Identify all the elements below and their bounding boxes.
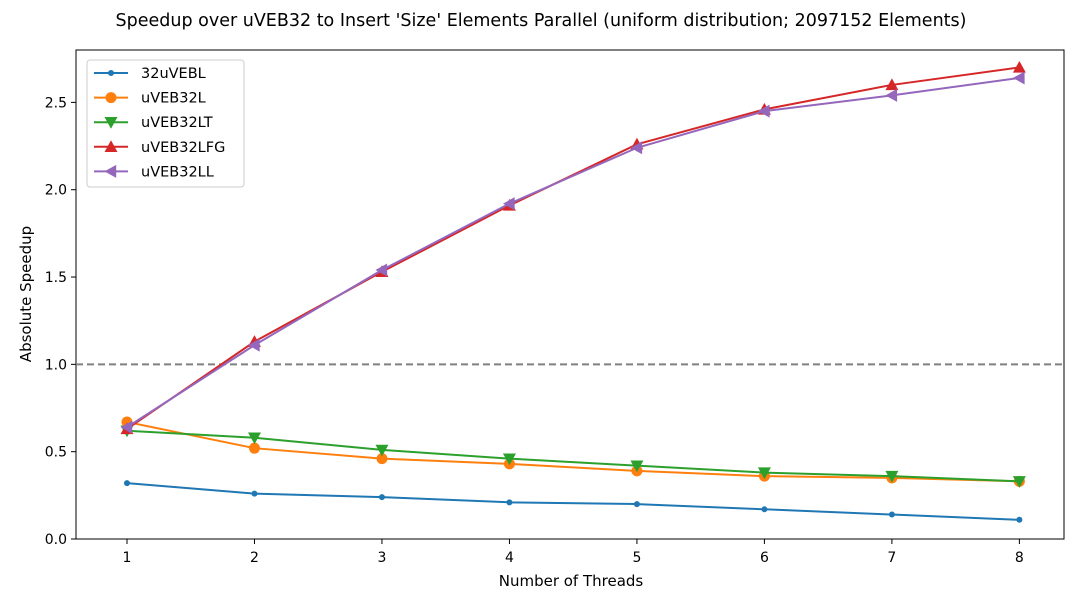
data-point xyxy=(1016,516,1023,523)
series-uVEB32LT xyxy=(120,425,1026,488)
data-point xyxy=(1012,60,1026,73)
x-tick-label: 5 xyxy=(632,550,641,566)
data-point xyxy=(506,499,513,506)
chart-title: Speedup over uVEB32 to Insert 'Size' Ele… xyxy=(116,11,967,31)
data-point xyxy=(761,506,768,513)
data-point xyxy=(885,470,899,483)
x-tick-label: 2 xyxy=(250,550,259,566)
y-tick-label: 1.0 xyxy=(45,357,67,373)
legend-marker xyxy=(104,164,117,178)
x-tick-label: 6 xyxy=(760,550,769,566)
data-point xyxy=(251,490,258,497)
legend-item: 32uVEBL xyxy=(94,66,206,82)
legend-label: uVEB32LFG xyxy=(141,140,225,156)
x-tick-label: 8 xyxy=(1015,550,1024,566)
series-line xyxy=(126,482,1020,521)
legend-marker xyxy=(105,92,117,104)
plot-area: 1 2 3 4 5 6 7 8 0.0 0.5 1.0 1.5 2.0 2.5 xyxy=(45,49,1065,566)
y-tick-label: 1.5 xyxy=(45,270,67,286)
series-line xyxy=(126,76,1020,429)
data-point xyxy=(375,444,389,457)
data-point xyxy=(757,467,771,480)
legend-label: uVEB32LT xyxy=(141,115,213,131)
data-point xyxy=(757,104,770,118)
series-line xyxy=(126,66,1020,430)
legend: 32uVEBL uVEB32L uVEB32LT uVEB32LFG uVEB32LL xyxy=(86,59,245,188)
x-tick-label: 1 xyxy=(123,550,132,566)
y-tick-label: 2.0 xyxy=(45,183,67,199)
legend-item: uVEB32L xyxy=(94,91,206,107)
legend-item: uVEB32LFG xyxy=(94,140,225,156)
data-point xyxy=(375,263,388,277)
data-point xyxy=(502,453,516,466)
data-point xyxy=(247,432,261,445)
data-point xyxy=(248,442,260,454)
data-point xyxy=(502,197,515,211)
plot-frame xyxy=(75,49,1065,540)
legend-label: 32uVEBL xyxy=(141,66,206,82)
data-point xyxy=(888,511,895,518)
data-point xyxy=(630,460,644,473)
series-32uVEBL xyxy=(123,480,1023,523)
x-tick-label: 7 xyxy=(887,550,896,566)
series-uVEB32LL xyxy=(120,71,1025,434)
y-axis-label: Absolute Speedup xyxy=(17,226,35,362)
x-axis-label: Number of Threads xyxy=(499,572,644,590)
y-tick-label: 0.5 xyxy=(45,445,67,461)
legend-item: uVEB32LT xyxy=(94,115,213,131)
legend-item: uVEB32LL xyxy=(94,164,214,180)
y-tick-label: 2.5 xyxy=(45,95,67,111)
data-point xyxy=(378,494,385,501)
data-point xyxy=(247,338,260,352)
data-point xyxy=(1012,71,1025,85)
legend-label: uVEB32L xyxy=(141,91,206,107)
legend-marker xyxy=(108,70,114,76)
data-point xyxy=(885,78,899,91)
data-point xyxy=(630,141,643,155)
y-tick-label: 0.0 xyxy=(45,532,67,548)
legend-box xyxy=(86,59,245,188)
data-point xyxy=(885,88,898,102)
x-tick-label: 3 xyxy=(378,550,387,566)
data-point xyxy=(123,480,130,487)
x-tick-label: 4 xyxy=(505,550,514,566)
data-point xyxy=(633,501,640,508)
series-uVEB32LFG xyxy=(120,60,1026,435)
legend-label: uVEB32LL xyxy=(141,164,214,180)
series-line xyxy=(126,429,1020,483)
data-point xyxy=(1012,476,1026,488)
data-point xyxy=(376,453,388,465)
data-point xyxy=(120,420,133,434)
legend-marker xyxy=(104,140,118,152)
legend-marker xyxy=(104,117,118,129)
series-line xyxy=(126,421,1020,483)
